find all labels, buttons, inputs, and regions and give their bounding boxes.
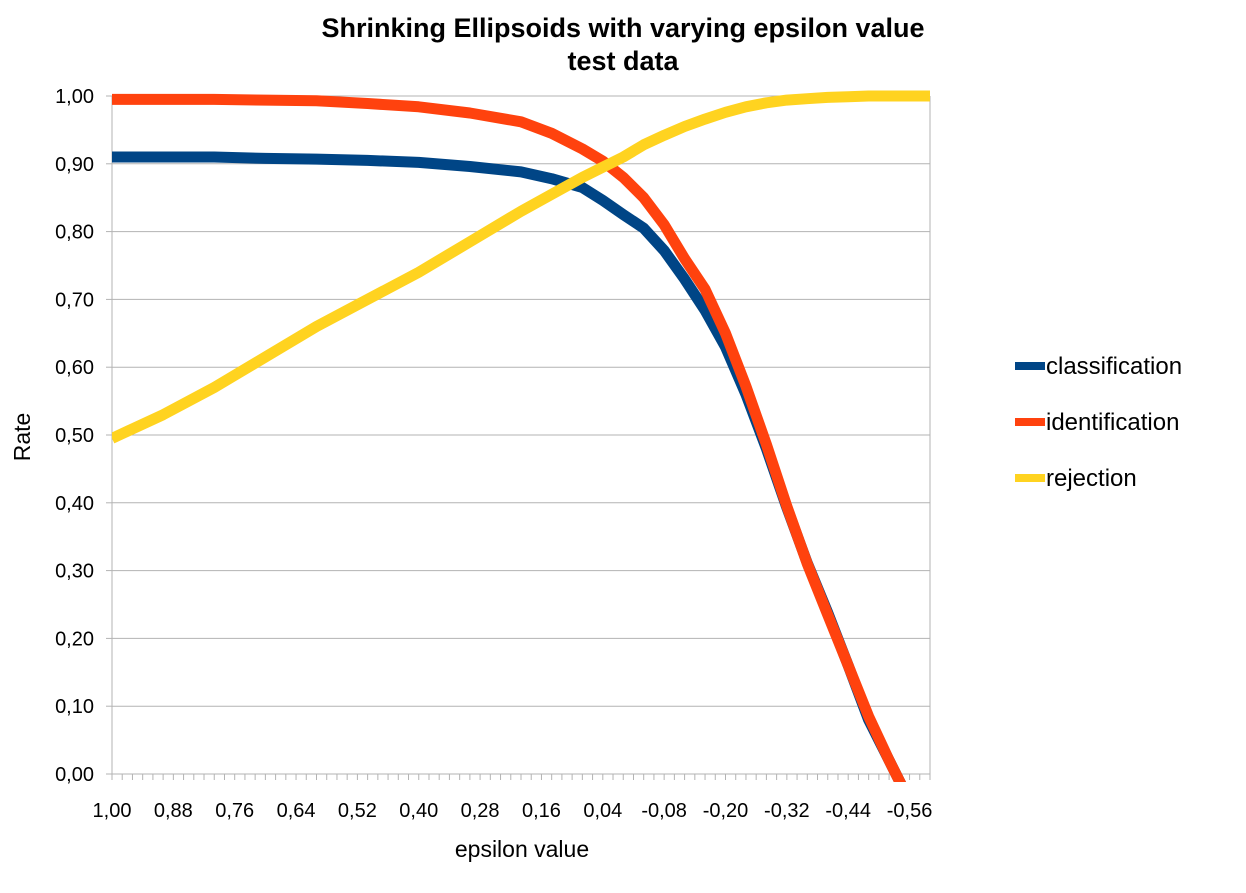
legend-label-identification: identification — [1046, 409, 1179, 436]
legend: classification identification rejection — [1015, 353, 1182, 492]
series-lines — [112, 90, 930, 782]
series-line-identification — [112, 93, 907, 782]
y-axis-label: Rate — [9, 413, 35, 462]
x-tick-label: 0,52 — [338, 800, 377, 822]
y-tick-label: 0,20 — [55, 628, 94, 650]
legend-label-rejection: rejection — [1046, 465, 1137, 492]
series-line-rejection — [112, 90, 930, 444]
x-axis-label: epsilon value — [455, 836, 589, 862]
x-tick-label: -0,08 — [641, 800, 687, 822]
gridlines — [112, 95, 930, 775]
x-tick-label: 0,88 — [154, 800, 193, 822]
legend-label-classification: classification — [1046, 353, 1182, 380]
axes — [106, 95, 931, 780]
x-tick-label: 0,40 — [399, 800, 438, 822]
y-tick-label: 0,50 — [55, 425, 94, 447]
y-tick-label: 0,40 — [55, 493, 94, 515]
y-tick-label: 1,00 — [55, 86, 94, 108]
x-tick-label: 0,04 — [583, 800, 622, 822]
chart-title: Shrinking Ellipsoids with varying epsilo… — [321, 13, 925, 43]
chart-title-block: Shrinking Ellipsoids with varying epsilo… — [0, 12, 1246, 78]
x-tick-label: -0,44 — [825, 800, 871, 822]
y-tick-label: 0,00 — [55, 764, 94, 786]
x-tick-label: 0,28 — [461, 800, 500, 822]
y-tick-label: 0,10 — [55, 696, 94, 718]
y-tick-label: 0,30 — [55, 561, 94, 583]
y-tick-label: 0,90 — [55, 154, 94, 176]
x-tick-label: 0,76 — [215, 800, 254, 822]
x-tick-label: -0,32 — [764, 800, 810, 822]
series-line-classification — [112, 151, 907, 782]
y-tick-labels: 0,00 0,10 0,20 0,30 0,40 0,50 0,60 0,70 0,80 0,90… — [55, 86, 94, 786]
x-tick-labels: 1,00 0,88 0,76 0,64 0,52 0,40 0,28 0,16 0,04 -0,0… — [93, 800, 933, 822]
x-tick-label: 0,16 — [522, 800, 561, 822]
x-tick-label: 1,00 — [93, 800, 132, 822]
chart-subtitle: test data — [567, 46, 679, 76]
y-tick-label: 0,70 — [55, 289, 94, 311]
x-tick-label: 0,64 — [277, 800, 316, 822]
y-tick-label: 0,80 — [55, 222, 94, 244]
x-tick-label: -0,56 — [887, 800, 933, 822]
y-tick-label: 0,60 — [55, 357, 94, 379]
x-tick-label: -0,20 — [703, 800, 749, 822]
